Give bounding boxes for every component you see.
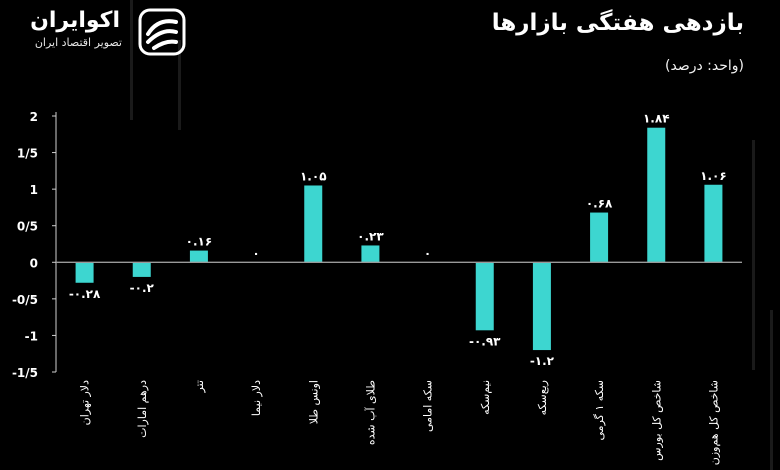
x-tick-label: دلار نیما	[250, 380, 263, 416]
x-tick-label: شاخص کل بورس	[650, 380, 663, 461]
data-label: ۰	[252, 246, 259, 260]
logo-tagline: تصویر اقتصاد ایران	[34, 36, 122, 49]
data-label: ۱.۰۶	[700, 169, 727, 183]
y-tick-label: -0/5	[12, 293, 38, 307]
y-tick-label: 2	[30, 110, 38, 124]
y-tick-label: 1	[30, 183, 38, 197]
data-label: ۰.۶۸	[586, 197, 613, 211]
bar	[704, 184, 723, 263]
bar	[361, 245, 380, 263]
y-tick-label: 0/5	[17, 220, 38, 234]
data-label: ۰.۱۶	[186, 235, 213, 249]
chart-title: بازدهی هفتگی بازارها	[491, 10, 744, 36]
bar	[647, 127, 666, 263]
y-tick-label: -1/5	[12, 366, 38, 380]
x-tick-label: تتر	[193, 380, 206, 393]
bar	[532, 262, 551, 351]
data-label: ۰	[424, 246, 431, 260]
x-tick-label: نیم‌سکه	[479, 380, 492, 415]
x-tick-label: طلای آب شده	[363, 380, 377, 445]
x-tick-label: اونس طلا	[307, 380, 320, 424]
decor-line	[770, 310, 773, 470]
data-label: ۱.۰۵	[300, 169, 327, 183]
brand-logo: اکوایران تصویر اقتصاد ایران	[18, 6, 193, 56]
decor-line	[752, 140, 755, 370]
unit-label: (واحد: درصد)	[665, 58, 744, 74]
data-label: -۰.۲	[130, 281, 155, 295]
y-tick-label: 1/5	[17, 147, 38, 161]
decor-line	[178, 40, 181, 130]
bar	[189, 250, 208, 263]
data-label: -۰.۹۳	[469, 334, 501, 348]
x-tick-label: دلار تهران	[79, 380, 92, 425]
bar	[304, 185, 323, 263]
data-label: -۰.۲۸	[69, 287, 101, 301]
bar	[475, 262, 494, 331]
x-tick-label: شاخص کل هم‌وزن	[707, 380, 720, 465]
data-label: -۱.۲	[530, 354, 555, 368]
logo-name: اکوایران	[30, 8, 120, 33]
y-tick-label: 0	[30, 256, 38, 270]
x-tick-label: سکه ۱ گرمی	[593, 380, 606, 440]
bar	[132, 262, 151, 277]
bar	[75, 262, 94, 283]
data-label: ۱.۸۴	[643, 112, 670, 126]
data-label: ۰.۲۳	[357, 229, 384, 243]
decor-line	[130, 0, 133, 120]
x-tick-label: سکه امامی	[422, 380, 435, 432]
x-tick-label: درهم امارات	[136, 380, 149, 438]
y-tick-label: -1	[25, 329, 38, 343]
logo-mark-icon	[138, 8, 186, 56]
bar	[590, 212, 609, 263]
x-tick-label: ربع‌سکه	[536, 380, 549, 415]
